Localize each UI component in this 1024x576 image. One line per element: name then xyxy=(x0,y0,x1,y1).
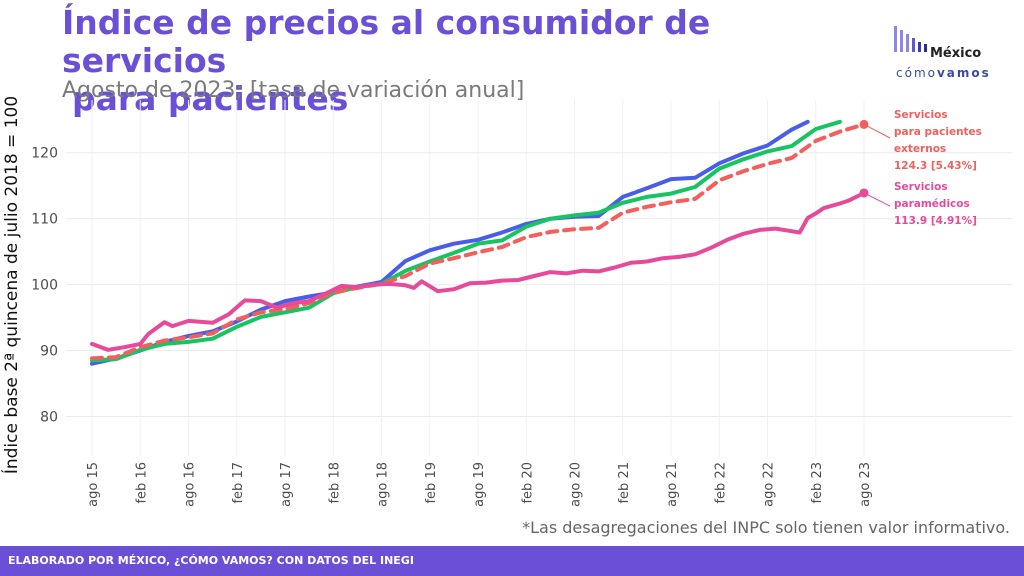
series-line-1 xyxy=(90,119,810,366)
footer-credit: ELABORADO POR MÉXICO, ¿CÓMO VAMOS? CON D… xyxy=(8,554,414,567)
x-tick-label: feb 19 xyxy=(424,462,439,504)
x-tick-label: ago 20 xyxy=(569,462,584,507)
annotation-2-line: paramédicos xyxy=(894,198,970,210)
x-tick-label: feb 22 xyxy=(713,462,728,504)
series-line-4 xyxy=(90,191,866,352)
chart-annotations: Servicios para pacientes externos 124.3 [5.… xyxy=(863,109,982,227)
chart-title: Índice de precios al consumidor de servi… xyxy=(62,4,842,118)
x-tick-label: feb 16 xyxy=(134,462,149,504)
x-tick-label: ago 22 xyxy=(762,462,777,507)
x-tick-label: feb 21 xyxy=(617,462,632,504)
annotation-1-line: Servicios xyxy=(894,109,948,121)
annotation-2-line: 113.9 [4.91%] xyxy=(894,215,977,227)
annotation-1-line: para pacientes xyxy=(894,126,982,138)
x-tick-label: ago 23 xyxy=(858,462,873,507)
x-tick-label: feb 18 xyxy=(327,462,342,504)
title-line-2: para pacientes xyxy=(72,79,349,118)
series-line-2 xyxy=(90,119,842,363)
logo-bars-icon xyxy=(894,26,927,52)
y-tick-label: 120 xyxy=(31,146,58,162)
x-tick-label: ago 17 xyxy=(279,462,294,507)
annotation-leader-1 xyxy=(863,123,891,139)
logo-tag-light: cómo xyxy=(896,66,937,80)
x-tick-label: ago 15 xyxy=(86,462,101,507)
footer-bar: ELABORADO POR MÉXICO, ¿CÓMO VAMOS? CON D… xyxy=(0,546,1024,576)
chart-subtitle: Agosto de 2023; [tasa de variación anual… xyxy=(62,78,525,103)
y-tick-label: 100 xyxy=(31,278,58,294)
logo-tagline: cómovamos xyxy=(896,66,991,80)
annotation-1-line: 124.3 [5.43%] xyxy=(894,160,977,172)
chart-series xyxy=(90,119,866,366)
x-tick-label: feb 17 xyxy=(231,462,246,504)
annotation-leader-2 xyxy=(863,192,891,207)
logo-tag-bold: vamos xyxy=(936,66,991,80)
y-tick-label: 110 xyxy=(31,212,58,228)
x-tick-label: feb 20 xyxy=(520,462,535,504)
y-tick-label: 90 xyxy=(40,344,58,360)
y-tick-label: 80 xyxy=(40,409,58,425)
x-tick-label: ago 21 xyxy=(665,462,680,507)
logo-name: México xyxy=(930,46,982,61)
chart-grid xyxy=(66,100,1012,456)
x-tick-label: ago 18 xyxy=(376,462,391,507)
x-axis-ticks: ago 15 feb 16 ago 16 feb 17 ago 17 feb 18 ago … xyxy=(86,462,873,507)
disclaimer-note: *Las desagregaciones del INPC solo tiene… xyxy=(522,518,1010,537)
y-axis-ticks: 80 90 100 110 120 xyxy=(31,146,58,426)
annotation-2-line: Servicios xyxy=(894,181,948,193)
x-tick-label: ago 19 xyxy=(472,462,487,507)
annotation-1-line: externos xyxy=(894,143,946,155)
x-tick-label: feb 23 xyxy=(810,462,825,504)
title-line-1: Índice de precios al consumidor de servi… xyxy=(62,3,711,80)
x-tick-label: ago 16 xyxy=(183,462,198,507)
